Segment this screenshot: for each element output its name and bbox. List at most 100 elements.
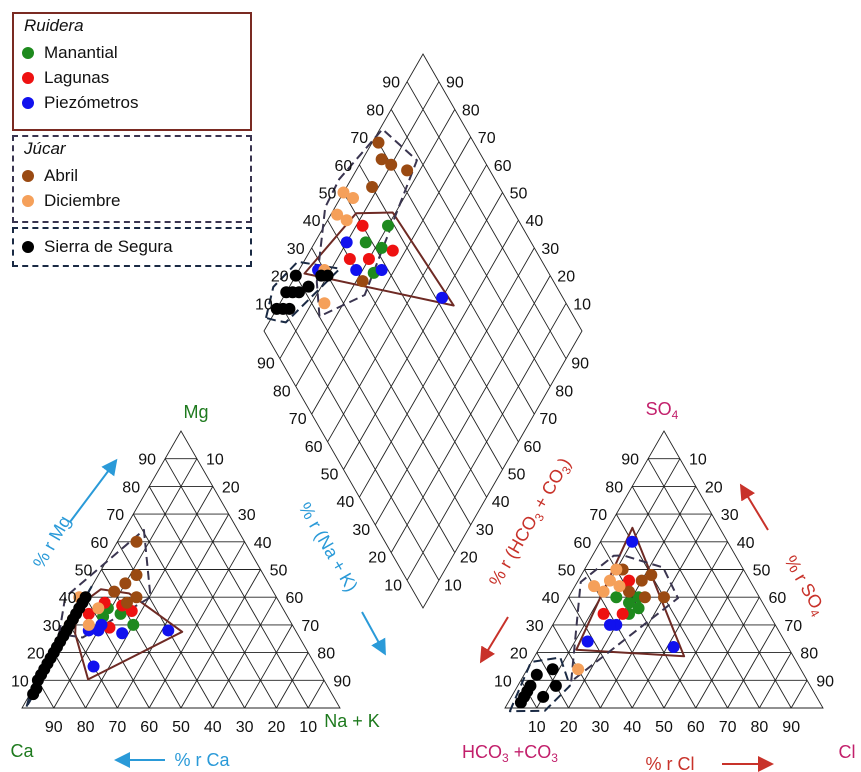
legend-item-piezometros: Piezómetros: [22, 90, 250, 115]
tick-label: 80: [751, 719, 769, 736]
tick-label: 10: [384, 577, 402, 594]
legend-jucar: Júcar Abril Diciembre: [12, 135, 252, 223]
tick-label: 40: [204, 719, 222, 736]
tick-label: 10: [11, 673, 29, 690]
data-point-abril: [401, 164, 414, 177]
tick-label: 70: [350, 130, 368, 147]
data-points: [27, 136, 680, 709]
legend-ruidera-title: Ruidera: [24, 16, 84, 35]
legend-label: Sierra de Segura: [44, 237, 173, 256]
tick-label: 40: [623, 719, 641, 736]
tick-label: 20: [268, 719, 286, 736]
legend-item-sierra-de-segura: Sierra de Segura: [22, 229, 250, 265]
data-point-diciembre: [337, 186, 350, 199]
legend-item-diciembre: Diciembre: [22, 188, 250, 213]
data-point-abril: [108, 585, 121, 598]
tick-label: 70: [719, 719, 737, 736]
data-point-abril: [623, 585, 636, 598]
tick-label: 50: [75, 563, 93, 580]
data-point-manantial: [382, 219, 395, 232]
data-point-diciembre: [318, 297, 331, 310]
pct-nak-label: % r (Na + K): [295, 499, 362, 595]
tick-label: 10: [255, 296, 273, 313]
tick-label: 20: [510, 646, 528, 663]
tick-label: 50: [321, 467, 339, 484]
data-point-piez-metros: [340, 236, 353, 249]
tick-label: 20: [271, 269, 289, 286]
data-point-abril: [645, 569, 658, 582]
tick-label: 70: [289, 411, 307, 428]
legend-label: Manantial: [44, 42, 118, 62]
tick-label: 40: [492, 494, 510, 511]
data-point-piez-metros: [87, 660, 100, 673]
tick-labels: 10 10 10 20 20 20 30 30 30 40 40 40 50 50 50 60 60 60 70 70…: [11, 75, 834, 736]
tick-label: 10: [573, 296, 591, 313]
data-point-piez-metros: [375, 264, 388, 277]
tick-label: 70: [539, 411, 557, 428]
tick-label: 90: [446, 75, 464, 92]
data-point-diciembre: [347, 192, 360, 205]
data-point-manantial: [623, 596, 636, 609]
tick-label: 30: [43, 618, 61, 635]
tick-label: 80: [273, 383, 291, 400]
ca-label: Ca: [10, 741, 34, 761]
tick-label: 90: [257, 356, 275, 373]
tick-label: 10: [444, 577, 462, 594]
data-point-diciembre: [331, 208, 344, 221]
hco3-label: HCO3 +CO3: [462, 742, 558, 765]
tick-label: 20: [368, 550, 386, 567]
tick-label: 50: [270, 563, 288, 580]
data-point-abril: [130, 535, 143, 548]
envelope-cation-j-car: [58, 528, 152, 639]
data-point-sierra-de-segura: [537, 690, 550, 703]
data-point-piez-metros: [603, 618, 616, 631]
tick-label: 70: [784, 618, 802, 635]
tick-label: 20: [460, 550, 478, 567]
tick-label: 50: [655, 719, 673, 736]
data-point-diciembre: [588, 580, 601, 593]
tick-label: 80: [122, 479, 140, 496]
so4-label: SO4: [646, 399, 679, 422]
tick-label: 30: [592, 719, 610, 736]
data-point-sierra-de-segura: [321, 269, 334, 282]
data-point-diciembre: [597, 585, 610, 598]
data-point-abril: [119, 577, 132, 590]
envelope-cation-ruidera: [74, 588, 184, 681]
legend-label: Lagunas: [44, 67, 110, 87]
data-point-piez-metros: [116, 627, 129, 640]
so4-axis-arrow: [739, 483, 769, 531]
tick-label: 50: [753, 563, 771, 580]
pct-mg-label: % r Mg: [29, 512, 75, 571]
data-point-sierra-de-segura: [302, 280, 315, 293]
data-point-abril: [635, 574, 648, 587]
data-point-lagunas: [597, 607, 610, 620]
data-point-abril: [658, 591, 670, 604]
legend-item-abril: Abril: [22, 163, 250, 188]
data-point-piez-metros: [667, 641, 680, 654]
envelope-diamond-ruidera: [303, 211, 455, 307]
tick-label: 60: [140, 719, 158, 736]
envelope-anion-sierra-de-segura: [508, 656, 571, 713]
pct-so4-label: % r SO4: [778, 552, 830, 620]
data-point-abril: [366, 180, 379, 193]
tick-label: 80: [555, 383, 573, 400]
legend-marker: [22, 96, 34, 109]
data-point-piez-metros: [350, 264, 363, 277]
legend-item-manantial: Manantial: [22, 40, 250, 65]
tick-label: 90: [45, 719, 63, 736]
legend-jucar-title: Júcar: [24, 139, 66, 158]
data-point-manantial: [127, 618, 140, 631]
tick-label: 10: [494, 673, 512, 690]
data-point-abril: [130, 591, 143, 604]
tick-label: 10: [206, 452, 224, 469]
tick-label: 90: [816, 673, 834, 690]
tick-label: 30: [238, 507, 256, 524]
tick-label: 70: [478, 130, 496, 147]
tick-label: 90: [621, 452, 639, 469]
data-point-manantial: [632, 602, 645, 615]
tick-label: 80: [317, 646, 335, 663]
tick-label: 30: [526, 618, 544, 635]
envelope-anion-j-car: [570, 554, 679, 683]
tick-label: 40: [526, 213, 544, 230]
data-point-sierra-de-segura: [280, 286, 293, 299]
